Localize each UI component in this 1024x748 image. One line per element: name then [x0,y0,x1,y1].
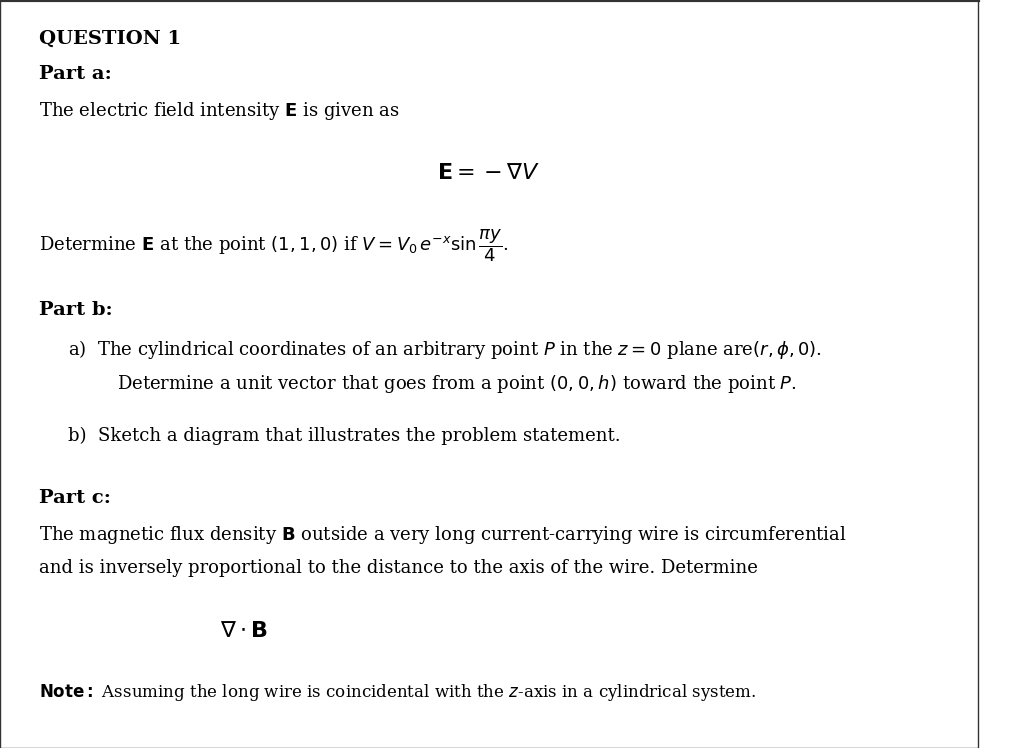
Text: $\mathbf{E} = -\nabla V$: $\mathbf{E} = -\nabla V$ [437,162,541,183]
Text: Determine $\mathbf{E}$ at the point $(1, 1, 0)$ if $V = V_0\, e^{-x} \sin\dfrac{: Determine $\mathbf{E}$ at the point $(1,… [39,227,509,264]
Text: and is inversely proportional to the distance to the axis of the wire. Determine: and is inversely proportional to the dis… [39,559,758,577]
Text: Part b:: Part b: [39,301,113,319]
Text: The electric field intensity $\mathbf{E}$ is given as: The electric field intensity $\mathbf{E}… [39,99,399,122]
Text: Determine a unit vector that goes from a point $(0, 0, h)$ toward the point $P$.: Determine a unit vector that goes from a… [118,373,798,396]
Text: b)  Sketch a diagram that illustrates the problem statement.: b) Sketch a diagram that illustrates the… [69,427,622,445]
Text: $\nabla \cdot \mathbf{B}$: $\nabla \cdot \mathbf{B}$ [220,620,268,643]
Text: Part a:: Part a: [39,65,112,83]
Text: $\mathbf{Note:}$ Assuming the long wire is coincidental with the $z$-axis in a c: $\mathbf{Note:}$ Assuming the long wire … [39,682,757,703]
Text: The magnetic flux density $\mathbf{B}$ outside a very long current-carrying wire: The magnetic flux density $\mathbf{B}$ o… [39,524,847,545]
Text: Part c:: Part c: [39,488,111,506]
Text: a)  The cylindrical coordinates of an arbitrary point $P$ in the $z = 0$ plane a: a) The cylindrical coordinates of an arb… [69,338,822,361]
Text: QUESTION 1: QUESTION 1 [39,30,181,48]
